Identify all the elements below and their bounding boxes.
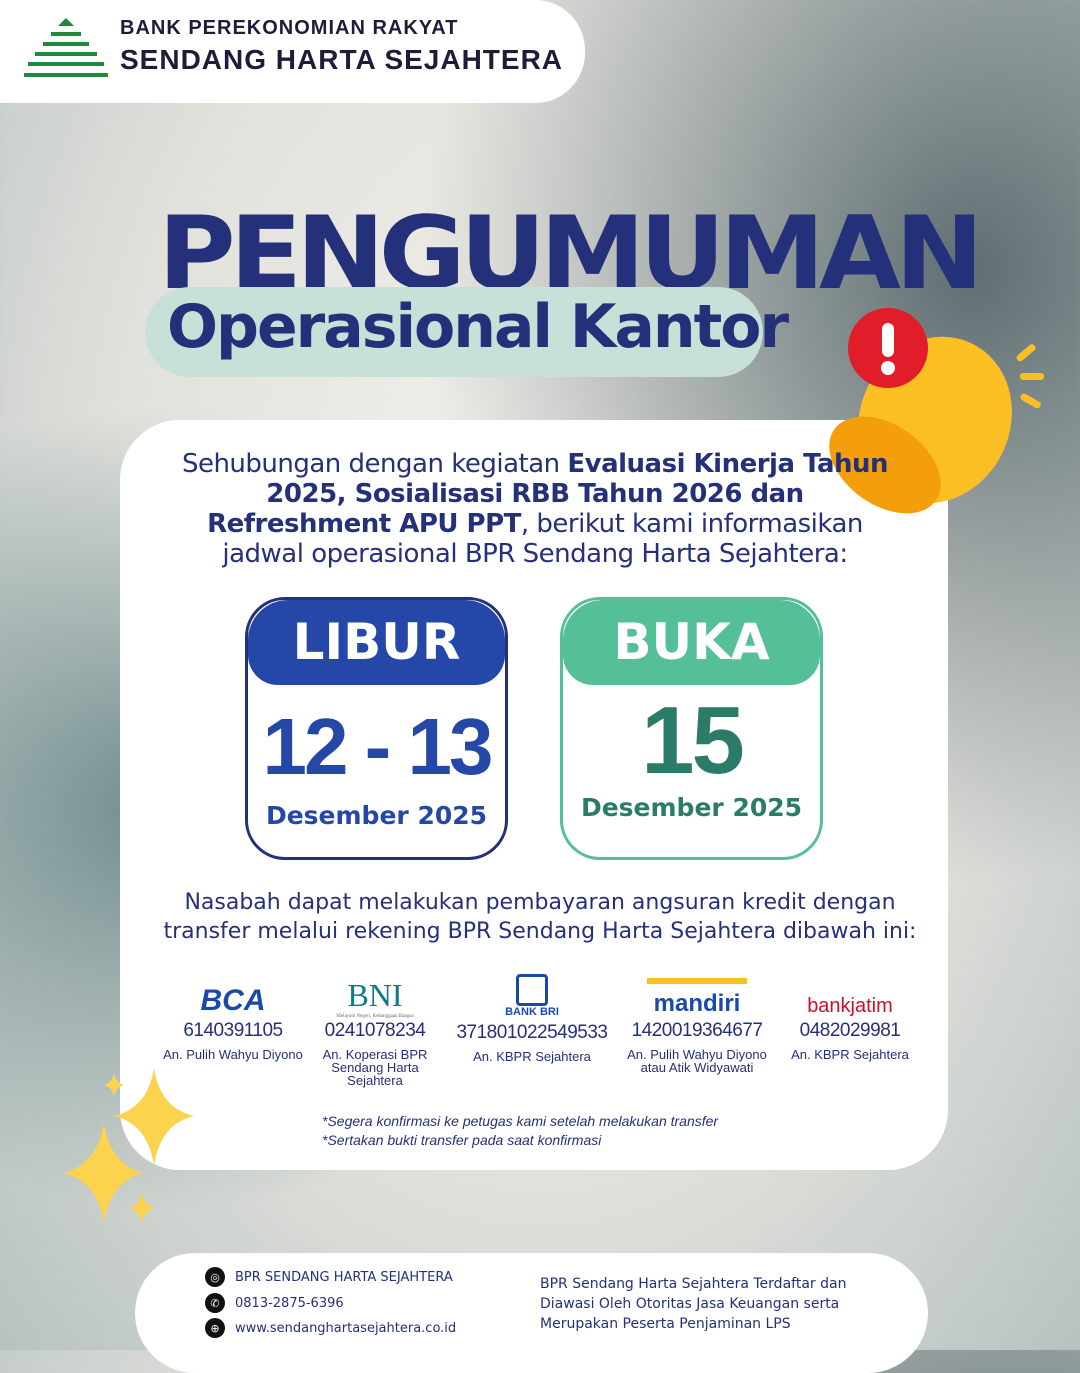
bank-account: 6140391105	[183, 1020, 283, 1041]
bank-logo	[24, 18, 108, 77]
sparkle-icon	[64, 1068, 194, 1224]
bank-jatim: bankjatim 0482029981 An. KBPR Sejahtera	[770, 978, 930, 1061]
phone-icon: ✆	[205, 1293, 225, 1313]
closed-label: LIBUR	[248, 600, 505, 685]
closed-calendar: LIBUR 12 - 13 Desember 2025	[245, 597, 508, 860]
bank-account: 0482029981	[799, 1020, 901, 1041]
bank-account-name: An. KBPR Sejahtera	[473, 1049, 591, 1064]
globe-icon: ⊕	[205, 1318, 225, 1338]
footer-phone[interactable]: ✆ 0813-2875-6396	[205, 1293, 344, 1313]
page-subtitle: Operasional Kantor	[167, 292, 789, 362]
bank-bca: BCA 6140391105 An. Pulih Wahyu Diyono	[153, 978, 313, 1061]
bri-logo-mark	[516, 974, 548, 1006]
open-label: BUKA	[563, 600, 820, 685]
bank-account-name: An. KBPR Sejahtera	[791, 1047, 909, 1062]
bri-logo: BANK BRI	[505, 1006, 559, 1018]
fine-print: *Segera konfirmasi ke petugas kami setel…	[322, 1112, 718, 1150]
bell-icon	[829, 308, 1044, 514]
closed-month: Desember 2025	[265, 801, 488, 830]
fine-print-2: *Sertakan bukti transfer pada saat konfi…	[322, 1132, 602, 1148]
bank-bri: BANK BRI 371801022549533 An. KBPR Sejaht…	[452, 972, 612, 1063]
bank-account: 0241078234	[324, 1020, 426, 1041]
bank-account: 1420019364677	[631, 1020, 763, 1041]
instagram-handle: BPR SENDANG HARTA SEJAHTERA	[235, 1269, 453, 1285]
website-link: www.sendanghartasejahtera.co.id	[235, 1320, 457, 1336]
footer-instagram[interactable]: ◎ BPR SENDANG HARTA SEJAHTERA	[205, 1267, 453, 1287]
header	[0, 0, 585, 103]
bni-tagline: Melayani Negeri, Kebanggaan Bangsa	[336, 1014, 414, 1019]
intro-text: Sehubungan dengan kegiatan Evaluasi Kine…	[181, 449, 889, 569]
open-calendar: BUKA 15 Desember 2025	[560, 597, 823, 860]
bni-logo: BNI	[347, 977, 403, 1013]
open-dates: 15	[641, 687, 745, 794]
subtitle-pill	[145, 287, 763, 377]
phone-number: 0813-2875-6396	[235, 1295, 344, 1311]
bank-bni: BNI Melayani Negeri, Kebanggaan Bangsa 02…	[295, 977, 455, 1088]
open-month: Desember 2025	[580, 793, 803, 822]
bank-account-name: An. Pulih Wahyu Diyono	[163, 1047, 303, 1062]
bank-account-name: An. Pulih Wahyu Diyono atau Atik Widyawa…	[627, 1047, 767, 1075]
fine-print-1: *Segera konfirmasi ke petugas kami setel…	[322, 1113, 719, 1129]
instagram-icon: ◎	[205, 1267, 225, 1287]
bank-account-name: An. Koperasi BPR Sendang Harta Sejahtera	[322, 1047, 428, 1088]
bankjatim-logo: bankjatim	[807, 995, 893, 1017]
closed-dates: 12 - 13	[262, 702, 493, 791]
bca-logo: BCA	[200, 984, 266, 1017]
bank-mandiri: mandiri 1420019364677 An. Pulih Wahyu Di…	[617, 978, 777, 1074]
header-line2: SENDANG HARTA SEJAHTERA	[120, 44, 564, 75]
bank-account: 371801022549533	[456, 1022, 608, 1043]
footer-website[interactable]: ⊕ www.sendanghartasejahtera.co.id	[205, 1318, 456, 1338]
header-line1: BANK PEREKONOMIAN RAKYAT	[120, 17, 459, 39]
mandiri-logo: mandiri	[647, 978, 747, 1018]
ojk-statement: BPR Sendang Harta Sejahtera Terdaftar da…	[540, 1276, 847, 1332]
payment-note: Nasabah dapat melakukan pembayaran angsu…	[163, 890, 917, 944]
